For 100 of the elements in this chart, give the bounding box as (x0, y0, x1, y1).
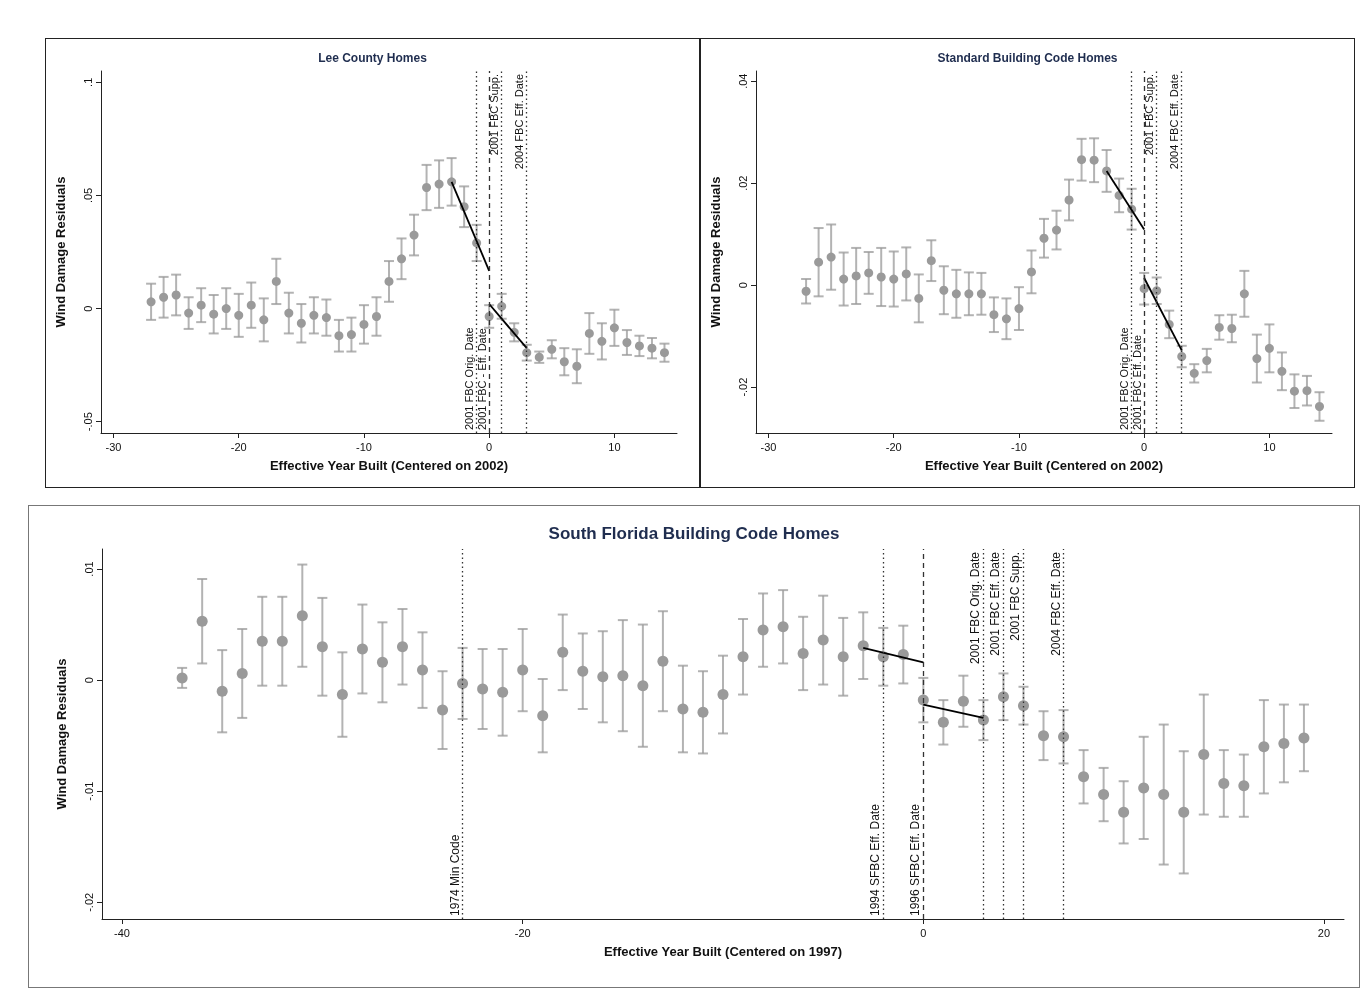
point (397, 641, 408, 653)
point (296, 610, 308, 622)
point (336, 689, 348, 701)
y-tick-label: .02 (736, 175, 749, 191)
point (737, 651, 749, 663)
ref-line-label: 2001 FBC Eff. Date (988, 551, 1003, 656)
point (1001, 314, 1011, 324)
x-axis-title: Effective Year Built (Centered on 2002) (269, 458, 509, 473)
point (184, 308, 194, 318)
point (622, 338, 632, 347)
y-tick-label: -.05 (81, 412, 94, 432)
point (422, 183, 432, 193)
point (1314, 401, 1324, 411)
x-tick-label: -10 (356, 440, 372, 453)
point (246, 300, 256, 310)
point (276, 635, 288, 647)
y-tick-label: -.01 (82, 781, 95, 801)
point (196, 300, 206, 310)
x-tick-label: -20 (514, 926, 531, 939)
point (1258, 741, 1270, 753)
y-tick-label: -.02 (736, 377, 749, 397)
point (417, 664, 429, 676)
point (497, 686, 509, 698)
point (376, 656, 388, 668)
point (1098, 789, 1110, 801)
x-axis-title: Effective Year Built (Centered on 1997) (603, 944, 843, 959)
y-tick-label: .01 (82, 561, 95, 577)
point (1014, 304, 1024, 314)
point (1239, 289, 1249, 299)
point (584, 328, 594, 338)
point (1298, 732, 1310, 744)
point (171, 290, 181, 300)
point (757, 624, 769, 636)
x-axis-title: Effective Year Built (Centered on 2002) (924, 458, 1164, 473)
point (659, 348, 669, 358)
point (851, 271, 861, 281)
point (271, 276, 281, 286)
point (901, 269, 911, 279)
point (951, 289, 961, 299)
point (1078, 771, 1090, 783)
point (989, 310, 999, 320)
x-tick-label: 10 (1263, 440, 1276, 453)
point (1277, 366, 1287, 376)
point (176, 672, 188, 684)
point (477, 683, 489, 695)
x-tick-label: -10 (1011, 440, 1027, 453)
x-tick-label: 0 (486, 440, 493, 453)
point (1289, 386, 1299, 396)
point (837, 651, 849, 663)
point (717, 689, 729, 701)
point (1238, 780, 1250, 792)
point (1202, 356, 1212, 366)
y-tick-label: 0 (81, 305, 94, 312)
y-tick-label: -.02 (82, 892, 95, 912)
point (777, 621, 789, 633)
point (657, 655, 669, 667)
point (997, 691, 1009, 703)
x-tick-label: 20 (1317, 926, 1331, 939)
point (957, 695, 969, 707)
point (146, 297, 156, 307)
point (572, 361, 582, 371)
point (797, 647, 809, 659)
point (371, 311, 381, 321)
point (1052, 225, 1062, 235)
point (1278, 737, 1290, 749)
point (356, 643, 368, 655)
point (384, 276, 394, 286)
point (889, 274, 899, 284)
x-tick-label: 10 (608, 440, 621, 453)
point (346, 330, 356, 340)
point (221, 304, 231, 314)
y-axis-title: Wind Damage Residuals (708, 176, 723, 328)
y-tick-label: .04 (736, 73, 749, 89)
point (397, 254, 407, 264)
point (964, 289, 974, 299)
point (1089, 155, 1099, 165)
ref-line-label: 2004 FBC Eff. Date (1168, 74, 1181, 170)
point (647, 343, 657, 353)
point (597, 671, 609, 683)
point (234, 310, 244, 320)
ref-line-label: 2001 FBC Supp. (1008, 552, 1023, 641)
point (1038, 730, 1050, 742)
point (976, 289, 986, 299)
point (457, 677, 469, 689)
x-tick-label: 0 (1141, 440, 1148, 453)
point (1152, 286, 1162, 296)
ref-line-label: 2004 FBC Eff. Date (513, 74, 526, 170)
ref-line-label: 2001 FBC Eff. Date (1130, 334, 1143, 430)
point (1214, 322, 1224, 332)
ref-line-label: 2001 FBC Orig. Date (1118, 327, 1131, 430)
point (817, 634, 829, 646)
y-axis-title: Wind Damage Residuals (54, 658, 69, 810)
y-tick-label: .1 (81, 77, 94, 87)
point (634, 341, 644, 351)
point (359, 319, 369, 329)
point (522, 348, 532, 358)
y-tick-label: .05 (81, 187, 94, 204)
point (557, 646, 569, 658)
chart-title: Standard Building Code Homes (937, 51, 1118, 65)
x-tick-label: -30 (105, 440, 122, 453)
